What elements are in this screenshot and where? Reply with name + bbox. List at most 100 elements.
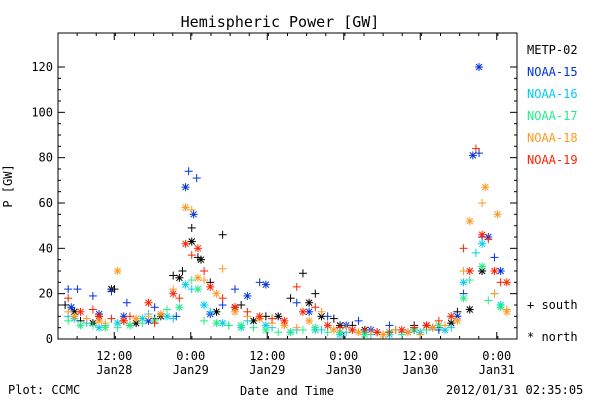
- point-south-noaa-19: [243, 307, 252, 316]
- point-south-metp-02: [329, 314, 338, 323]
- point-north-noaa-19: [397, 325, 406, 334]
- point-south-metp-02: [169, 271, 178, 280]
- point-north-metp-02: [465, 305, 474, 314]
- legend-item-metp-02: METP-02: [527, 43, 578, 57]
- point-north-noaa-16: [459, 278, 468, 287]
- point-south-noaa-19: [410, 323, 419, 332]
- hemisphere-legend-south: + south: [527, 298, 578, 312]
- point-north-noaa-18: [481, 183, 490, 192]
- point-north-noaa-19: [193, 244, 202, 253]
- point-south-metp-02: [187, 223, 196, 232]
- point-south-metp-02: [218, 230, 227, 239]
- point-south-noaa-19: [434, 316, 443, 325]
- point-south-noaa-17: [224, 321, 233, 330]
- point-north-noaa-17: [237, 321, 246, 330]
- point-north-noaa-17: [175, 303, 184, 312]
- point-north-noaa-18: [156, 310, 165, 319]
- plot-frame: [57, 32, 518, 340]
- point-north-noaa-16: [441, 325, 450, 334]
- y-tick-label: 0: [46, 332, 53, 346]
- point-south-noaa-19: [292, 282, 301, 291]
- point-south-noaa-17: [187, 276, 196, 285]
- point-south-noaa-15: [255, 278, 264, 287]
- point-north-noaa-18: [354, 328, 363, 337]
- point-north-metp-02: [175, 273, 184, 282]
- point-south-noaa-19: [484, 235, 493, 244]
- point-north-noaa-19: [76, 307, 85, 316]
- point-south-noaa-18: [478, 199, 487, 207]
- point-south-noaa-15: [150, 303, 159, 312]
- point-north-noaa-16: [181, 280, 190, 289]
- x-tick-time-label: 12:00: [402, 349, 438, 363]
- point-north-noaa-15: [475, 63, 484, 71]
- legend-item-noaa-19: NOAA-19: [527, 153, 578, 167]
- point-south-noaa-17: [163, 305, 172, 314]
- x-axis-label: Date and Time: [240, 384, 334, 398]
- point-north-noaa-19: [465, 267, 474, 275]
- point-south-noaa-15: [192, 174, 201, 183]
- point-north-metp-02: [197, 255, 206, 264]
- x-tick-date-label: Jan30: [402, 363, 438, 377]
- point-north-noaa-17: [286, 328, 295, 337]
- point-south-noaa-15: [475, 149, 484, 158]
- point-south-noaa-19: [311, 303, 320, 312]
- point-south-metp-02: [61, 301, 70, 309]
- point-north-noaa-19: [502, 278, 511, 287]
- point-south-noaa-15: [122, 298, 131, 307]
- point-north-noaa-15: [67, 303, 76, 312]
- point-north-noaa-15: [243, 291, 252, 300]
- legend-item-noaa-17: NOAA-17: [527, 109, 578, 123]
- point-north-noaa-15: [261, 280, 270, 289]
- x-tick-date-label: Jan30: [326, 363, 362, 377]
- point-south-metp-02: [311, 289, 320, 298]
- point-north-noaa-19: [298, 307, 307, 316]
- point-south-noaa-18: [317, 307, 326, 316]
- point-north-noaa-18: [193, 273, 202, 282]
- point-north-metp-02: [187, 237, 196, 246]
- point-south-noaa-19: [88, 305, 97, 314]
- point-south-noaa-17: [88, 321, 97, 330]
- point-north-noaa-15: [468, 151, 477, 160]
- point-north-noaa-19: [323, 321, 332, 330]
- point-north-noaa-18: [181, 203, 190, 212]
- point-north-noaa-19: [422, 321, 431, 330]
- point-south-noaa-16: [471, 248, 480, 257]
- point-north-noaa-18: [212, 289, 221, 298]
- point-south-noaa-15: [88, 291, 97, 300]
- point-north-noaa-19: [348, 325, 357, 334]
- x-tick-time-label: 12:00: [96, 349, 132, 363]
- legend-item-noaa-16: NOAA-16: [527, 87, 578, 101]
- point-north-noaa-17: [125, 321, 134, 330]
- point-north-noaa-17: [76, 321, 85, 330]
- point-south-noaa-19: [268, 314, 277, 323]
- point-north-noaa-16: [218, 319, 227, 328]
- point-south-noaa-15: [184, 167, 193, 176]
- point-north-noaa-19: [119, 316, 128, 325]
- point-south-noaa-17: [113, 323, 122, 332]
- point-north-noaa-17: [311, 323, 320, 332]
- point-south-noaa-17: [323, 328, 332, 337]
- point-south-noaa-19: [125, 312, 134, 321]
- point-south-noaa-19: [459, 244, 468, 253]
- point-north-metp-02: [249, 316, 258, 325]
- point-south-noaa-19: [64, 294, 73, 303]
- point-north-noaa-18: [379, 330, 388, 339]
- point-south-noaa-17: [298, 325, 307, 334]
- point-south-noaa-15: [107, 287, 116, 296]
- footer-right: 2012/01/31 02:35:05: [446, 383, 584, 397]
- point-north-noaa-18: [132, 314, 141, 323]
- point-north-noaa-19: [169, 289, 178, 298]
- point-south-noaa-15: [323, 312, 332, 321]
- point-south-noaa-19: [175, 294, 184, 303]
- point-south-noaa-19: [385, 328, 394, 337]
- point-north-noaa-15: [189, 210, 198, 219]
- point-north-noaa-16: [163, 312, 172, 321]
- x-tick-time-label: 0:00: [176, 349, 205, 363]
- y-tick-label: 120: [31, 60, 53, 74]
- point-north-noaa-19: [181, 239, 190, 248]
- point-north-noaa-16: [478, 239, 487, 248]
- y-tick-label: 20: [39, 287, 53, 301]
- point-south-metp-02: [286, 294, 295, 303]
- point-south-noaa-18: [218, 264, 227, 273]
